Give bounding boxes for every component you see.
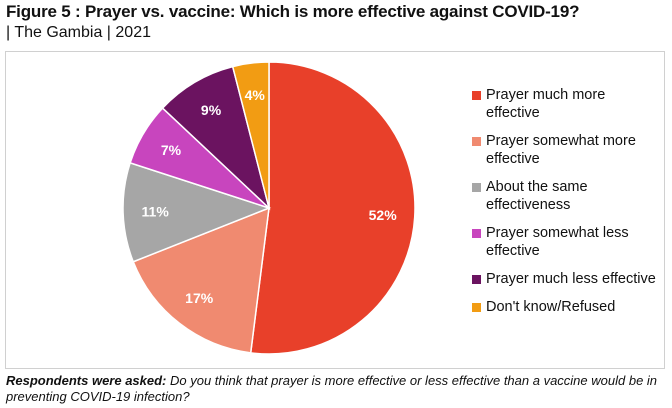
data-label: 17% [185, 290, 214, 306]
legend-label: About the same effectiveness [486, 179, 588, 213]
legend-swatch [472, 275, 481, 284]
legend-swatch [472, 229, 481, 238]
chart-subtitle: | The Gambia | 2021 [6, 24, 151, 41]
legend-item: Don't know/Refused [472, 298, 662, 316]
pie-slice [231, 61, 270, 209]
footnote: Respondents were asked: Do you think tha… [6, 373, 666, 405]
chart-frame [5, 51, 665, 369]
legend-item: Prayer much more effective [472, 86, 662, 122]
pie-slice [161, 65, 271, 211]
footnote-text: Do you think that prayer is more effecti… [6, 373, 658, 404]
legend-swatch [472, 183, 481, 192]
data-label: 52% [369, 207, 398, 223]
legend-label: Prayer somewhat more effective [486, 133, 636, 167]
legend: Prayer much more effective Prayer somewha… [472, 86, 662, 326]
footnote-lead: Respondents were asked: [6, 373, 167, 388]
legend-item: About the same effectiveness [472, 178, 662, 214]
legend-label: Prayer much less effective [486, 271, 656, 287]
legend-item: Prayer somewhat more effective [472, 132, 662, 168]
legend-label: Don't know/Refused [486, 299, 616, 315]
legend-label: Prayer somewhat less effective [486, 225, 629, 259]
legend-swatch [472, 303, 481, 312]
legend-swatch [472, 137, 481, 146]
pie-slice [132, 206, 270, 354]
data-label: 7% [161, 142, 182, 158]
pie-slice [122, 161, 272, 263]
legend-item: Prayer much less effective [472, 270, 662, 288]
chart-title: Figure 5 : Prayer vs. vaccine: Which is … [6, 2, 580, 21]
data-label: 11% [142, 204, 170, 220]
legend-item: Prayer somewhat less effective [472, 224, 662, 260]
legend-swatch [472, 91, 481, 100]
data-label: 4% [245, 87, 266, 103]
data-label: 9% [201, 102, 222, 118]
legend-label: Prayer much more effective [486, 87, 606, 121]
pie-slice [249, 61, 416, 355]
